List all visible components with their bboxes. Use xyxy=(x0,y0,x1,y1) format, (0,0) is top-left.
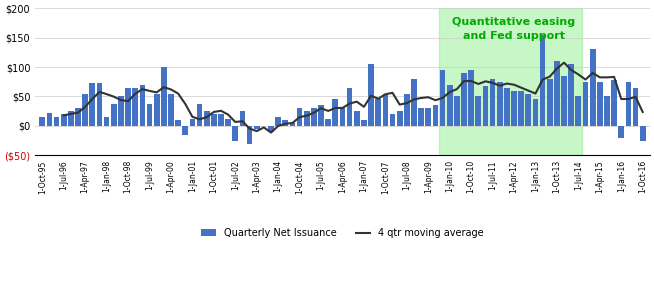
Bar xyxy=(39,117,45,126)
Bar xyxy=(447,85,453,126)
Bar xyxy=(497,82,502,126)
Bar xyxy=(46,113,52,126)
Bar xyxy=(61,114,67,126)
Bar xyxy=(411,79,417,126)
Bar xyxy=(640,126,645,141)
Bar xyxy=(439,8,582,155)
Bar xyxy=(611,80,617,126)
Bar xyxy=(483,86,489,126)
Bar xyxy=(590,49,596,126)
Bar xyxy=(547,79,553,126)
Bar xyxy=(583,82,589,126)
Bar xyxy=(154,94,160,126)
Bar xyxy=(182,126,188,135)
Bar xyxy=(368,64,374,126)
Bar xyxy=(404,94,409,126)
Bar xyxy=(619,126,624,138)
Bar xyxy=(576,96,581,126)
Bar xyxy=(597,82,602,126)
Bar xyxy=(290,123,296,126)
Bar xyxy=(68,111,74,126)
Bar xyxy=(304,111,309,126)
Bar xyxy=(82,94,88,126)
Bar xyxy=(283,120,288,126)
Bar xyxy=(454,96,460,126)
Bar xyxy=(197,104,202,126)
Bar xyxy=(419,108,424,126)
Bar xyxy=(204,111,209,126)
Bar xyxy=(146,104,152,126)
Bar xyxy=(211,114,216,126)
Bar xyxy=(118,96,124,126)
Bar xyxy=(311,108,317,126)
Bar xyxy=(339,108,345,126)
Bar xyxy=(75,108,81,126)
Bar xyxy=(525,94,531,126)
Bar xyxy=(519,91,524,126)
Bar xyxy=(439,70,445,126)
Bar xyxy=(111,104,116,126)
Bar xyxy=(225,119,231,126)
Bar xyxy=(161,67,167,126)
Bar xyxy=(332,99,338,126)
Bar xyxy=(275,117,281,126)
Bar xyxy=(468,70,474,126)
Bar xyxy=(390,114,396,126)
Bar xyxy=(54,117,60,126)
Bar xyxy=(432,105,438,126)
Bar xyxy=(540,35,545,126)
Bar xyxy=(425,108,431,126)
Bar xyxy=(190,119,196,126)
Bar xyxy=(561,76,567,126)
Bar xyxy=(97,83,102,126)
Bar xyxy=(132,88,138,126)
Bar xyxy=(325,119,331,126)
Bar xyxy=(247,126,252,144)
Legend: Quarterly Net Issuance, 4 qtr moving average: Quarterly Net Issuance, 4 qtr moving ave… xyxy=(198,224,488,242)
Bar xyxy=(632,88,638,126)
Bar xyxy=(125,88,131,126)
Bar xyxy=(375,99,381,126)
Bar xyxy=(347,88,353,126)
Bar xyxy=(318,105,324,126)
Bar xyxy=(90,83,95,126)
Text: Quantitative easing
and Fed support: Quantitative easing and Fed support xyxy=(453,17,576,41)
Bar xyxy=(218,114,224,126)
Bar xyxy=(383,94,388,126)
Bar xyxy=(268,126,274,132)
Bar xyxy=(568,64,574,126)
Bar xyxy=(104,117,109,126)
Bar xyxy=(504,88,509,126)
Bar xyxy=(397,111,402,126)
Bar xyxy=(254,126,260,129)
Bar xyxy=(490,79,496,126)
Bar xyxy=(139,85,145,126)
Bar xyxy=(232,126,238,141)
Bar xyxy=(532,99,538,126)
Bar xyxy=(604,96,610,126)
Bar xyxy=(461,73,467,126)
Bar xyxy=(175,120,181,126)
Bar xyxy=(511,91,517,126)
Bar xyxy=(475,96,481,126)
Bar xyxy=(168,94,174,126)
Bar xyxy=(361,120,367,126)
Bar xyxy=(239,111,245,126)
Bar xyxy=(297,108,302,126)
Bar xyxy=(554,61,560,126)
Bar xyxy=(625,82,631,126)
Bar xyxy=(354,111,360,126)
